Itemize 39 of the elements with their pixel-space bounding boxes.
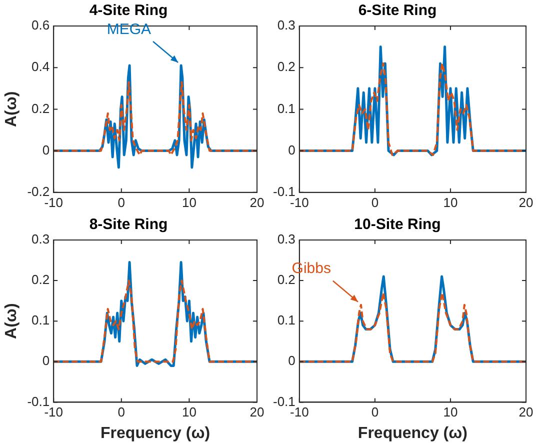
y-tick-label: 0.2 bbox=[277, 59, 296, 74]
y-tick-label: 0 bbox=[42, 142, 50, 158]
y-tick-label: 0.4 bbox=[32, 59, 50, 74]
y-tick-label: 0.3 bbox=[277, 232, 296, 247]
x-tick-label: 10 bbox=[182, 404, 196, 420]
x-tick-label: 20 bbox=[518, 194, 534, 210]
chart-title: 8-Site Ring bbox=[89, 216, 168, 234]
y-tick-label: 0.2 bbox=[32, 100, 50, 116]
x-axis-title: Frequency (ω) bbox=[100, 424, 210, 442]
y-axis-title: A(ω) bbox=[3, 303, 20, 339]
y-axis-title: A(ω) bbox=[3, 91, 20, 128]
chart-title: 10-Site Ring bbox=[354, 216, 441, 234]
y-tick-label: 0.3 bbox=[277, 18, 296, 33]
line-series bbox=[299, 292, 526, 363]
x-tick-label: 0 bbox=[118, 194, 126, 210]
chart-title: 6-Site Ring bbox=[358, 2, 437, 20]
x-tick-label: 10 bbox=[182, 194, 196, 210]
x-tick-label: 20 bbox=[250, 194, 264, 210]
x-tick-label: 0 bbox=[118, 404, 126, 420]
y-tick-label: 0.1 bbox=[277, 312, 296, 328]
line-series bbox=[54, 81, 257, 156]
y-tick-label: 0.6 bbox=[32, 18, 50, 33]
x-axis-title: Frequency (ω) bbox=[358, 424, 468, 442]
y-tick-label: 0 bbox=[42, 353, 50, 368]
x-tick-label: 10 bbox=[443, 404, 458, 420]
y-tick-label: 0 bbox=[288, 142, 296, 158]
x-tick-label: 10 bbox=[443, 194, 458, 210]
y-tick-label: 0.1 bbox=[277, 100, 296, 116]
y-tick-label: 0.1 bbox=[32, 312, 50, 328]
x-tick-label: 0 bbox=[371, 404, 379, 420]
chart-title: 4-Site Ring bbox=[89, 2, 168, 20]
x-tick-label: 0 bbox=[371, 194, 379, 210]
y-tick-label: 0.2 bbox=[32, 272, 50, 288]
y-tick-label: 0.3 bbox=[32, 232, 50, 247]
y-tick-label: 0 bbox=[288, 353, 296, 368]
x-tick-label: 20 bbox=[250, 404, 264, 420]
x-tick-label: 20 bbox=[518, 404, 534, 420]
line-series bbox=[54, 280, 257, 363]
y-tick-label: 0.2 bbox=[277, 272, 296, 288]
